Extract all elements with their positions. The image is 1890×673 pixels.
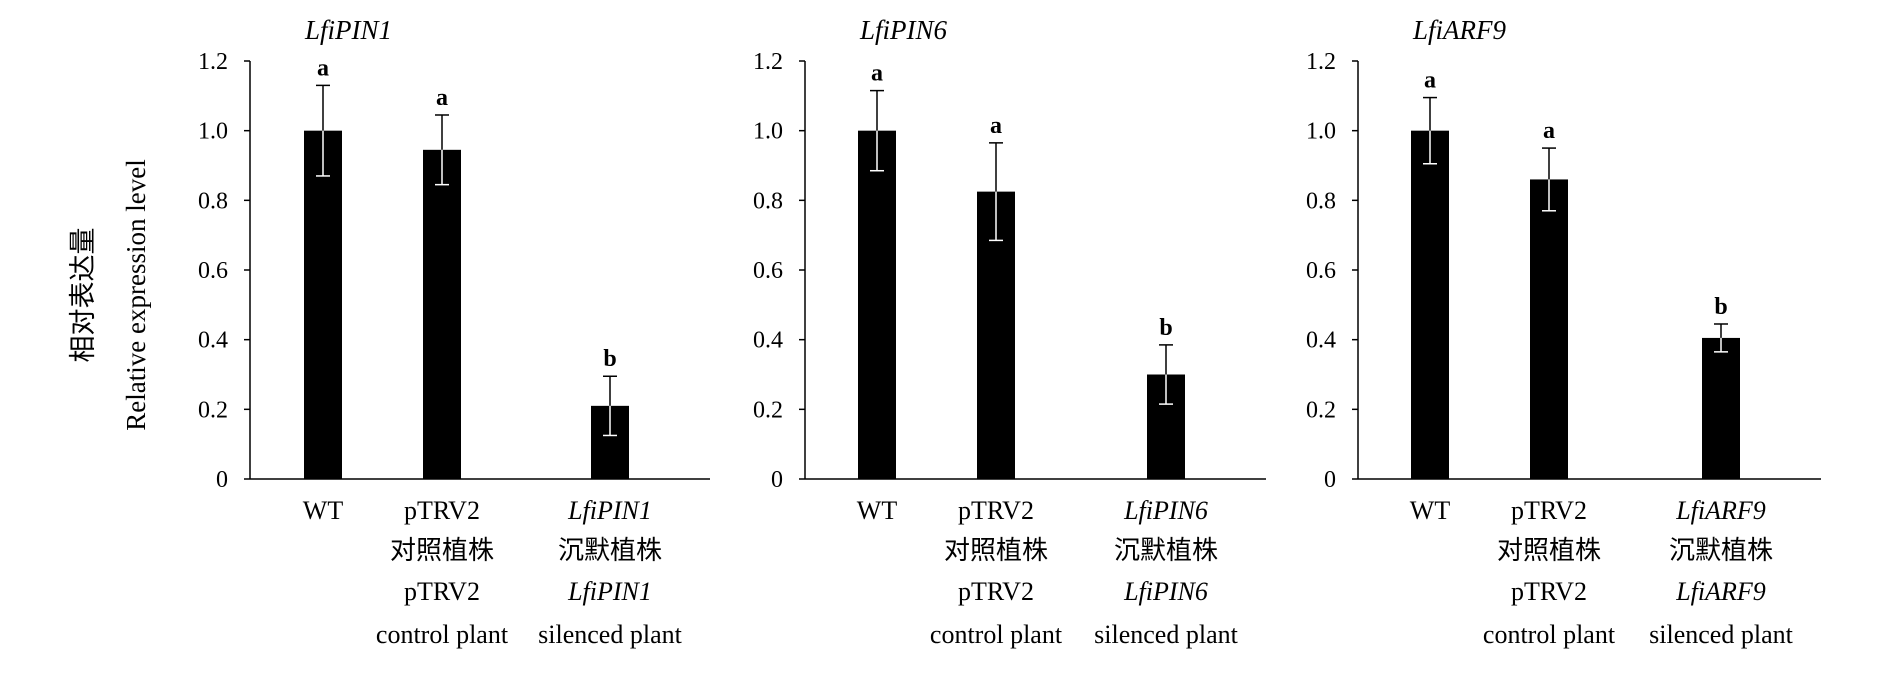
error-bar — [989, 142, 1003, 242]
x-tick-label: LfiARF9 — [1675, 496, 1766, 525]
x-tick-label: WT — [303, 496, 344, 525]
x-tick-label: 沉默植株 — [1114, 536, 1218, 565]
y-tick-label: 1.0 — [198, 119, 228, 145]
chart-title: LfiPIN6 — [859, 15, 948, 45]
bar — [423, 149, 461, 479]
y-tick-label: 0.8 — [198, 188, 228, 214]
error-bar — [603, 375, 617, 437]
bar — [1530, 179, 1568, 479]
significance-letter: a — [317, 55, 329, 81]
significance-letter: a — [871, 61, 883, 87]
x-tick-label: pTRV2 — [404, 496, 480, 525]
error-bar — [1714, 323, 1728, 353]
significance-letter: a — [990, 113, 1002, 139]
y-tick-label: 0.6 — [1306, 258, 1336, 284]
error-bar — [316, 84, 330, 177]
x-tick-label: pTRV2 — [1511, 496, 1587, 525]
chart-title: LfiARF9 — [1412, 15, 1506, 45]
y-tick-label: 1.0 — [1306, 119, 1336, 145]
significance-letter: b — [1159, 315, 1172, 341]
y-tick-label: 0.8 — [1306, 188, 1336, 214]
y-tick-label: 0.4 — [753, 328, 783, 354]
y-tick-label: 0 — [1324, 467, 1336, 493]
x-tick-label: control plant — [930, 620, 1063, 649]
chart-panel: LfiPIN6 0 0.2 0.4 0.6 0.8 1.0 1.2 a WT a pTRV2 对照植株 p… — [753, 15, 1266, 649]
y-tick-label: 0.6 — [753, 258, 783, 284]
x-tick-label: control plant — [1483, 620, 1616, 649]
error-bar — [1542, 147, 1556, 212]
bar — [1702, 337, 1740, 479]
x-tick-label: LfiPIN1 — [567, 577, 652, 606]
x-tick-label: LfiARF9 — [1675, 577, 1766, 606]
bar — [1411, 130, 1449, 479]
significance-letter: a — [1424, 68, 1436, 94]
chart-title: LfiPIN1 — [304, 15, 392, 45]
y-tick-label: 1.0 — [753, 119, 783, 145]
x-tick-label: pTRV2 — [958, 496, 1034, 525]
significance-letter: a — [1543, 118, 1555, 144]
y-tick-label: 0.8 — [753, 188, 783, 214]
significance-letter: a — [436, 85, 448, 111]
y-tick-label: 0.4 — [1306, 328, 1336, 354]
x-tick-label: silenced plant — [1649, 620, 1793, 649]
x-tick-label: silenced plant — [1094, 620, 1238, 649]
x-tick-label: 对照植株 — [390, 536, 494, 565]
x-tick-label: LfiPIN6 — [1123, 577, 1208, 606]
y-tick-label: 1.2 — [1306, 49, 1336, 75]
significance-letter: b — [603, 346, 616, 372]
bar — [304, 130, 342, 479]
x-tick-label: 对照植株 — [1497, 536, 1601, 565]
significance-letter: b — [1714, 294, 1727, 320]
y-axis-label: 相对表达量 Relative expression level — [68, 159, 151, 430]
x-tick-label: LfiPIN6 — [1123, 496, 1208, 525]
y-tick-label: 0.6 — [198, 258, 228, 284]
x-tick-label: pTRV2 — [958, 577, 1034, 606]
chart-panels: LfiPIN1 0 0.2 0.4 0.6 0.8 1.0 1.2 a WT a pTRV2 对照植株 p… — [198, 15, 1821, 649]
x-tick-label: 沉默植株 — [558, 536, 662, 565]
error-bar — [1159, 344, 1173, 405]
y-tick-label: 0.2 — [1306, 397, 1336, 423]
x-tick-label: WT — [1410, 496, 1451, 525]
y-axis-label-chinese: 相对表达量 — [68, 228, 98, 363]
y-tick-label: 0.2 — [198, 397, 228, 423]
y-tick-label: 1.2 — [198, 49, 228, 75]
error-bar — [435, 114, 449, 186]
x-tick-label: pTRV2 — [404, 577, 480, 606]
x-tick-label: LfiPIN1 — [567, 496, 652, 525]
error-bar — [870, 89, 884, 172]
bar — [858, 130, 896, 479]
y-axis-label-english: Relative expression level — [121, 159, 151, 430]
error-bar — [1423, 96, 1437, 165]
chart-panel: LfiARF9 0 0.2 0.4 0.6 0.8 1.0 1.2 a WT a pTRV2 对照植株 p… — [1306, 15, 1821, 649]
x-tick-label: WT — [857, 496, 898, 525]
x-tick-label: pTRV2 — [1511, 577, 1587, 606]
y-tick-label: 0 — [771, 467, 783, 493]
x-tick-label: control plant — [376, 620, 509, 649]
x-tick-label: 沉默植株 — [1669, 536, 1773, 565]
x-tick-label: silenced plant — [538, 620, 682, 649]
chart-panel: LfiPIN1 0 0.2 0.4 0.6 0.8 1.0 1.2 a WT a pTRV2 对照植株 p… — [198, 15, 710, 649]
y-tick-label: 1.2 — [753, 49, 783, 75]
x-tick-label: 对照植株 — [944, 536, 1048, 565]
y-tick-label: 0.4 — [198, 328, 228, 354]
y-tick-label: 0 — [216, 467, 228, 493]
y-tick-label: 0.2 — [753, 397, 783, 423]
